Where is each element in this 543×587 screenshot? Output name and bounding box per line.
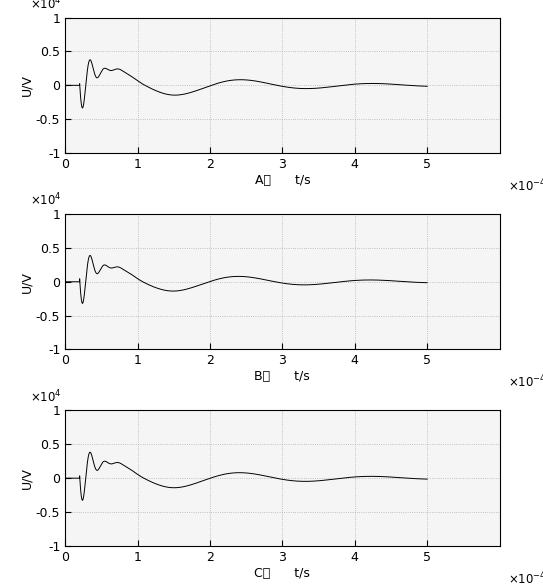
Text: $\times\mathregular{10}^{-4}$: $\times\mathregular{10}^{-4}$: [508, 177, 543, 194]
Y-axis label: U/V: U/V: [20, 467, 33, 489]
Y-axis label: U/V: U/V: [20, 75, 33, 96]
X-axis label: B相      t/s: B相 t/s: [255, 370, 310, 383]
Text: $\times\mathregular{10}^{-4}$: $\times\mathregular{10}^{-4}$: [508, 571, 543, 587]
Y-axis label: U/V: U/V: [20, 271, 33, 293]
X-axis label: C相      t/s: C相 t/s: [255, 566, 310, 579]
Text: $\times\mathregular{10}^4$: $\times\mathregular{10}^4$: [30, 389, 62, 405]
Text: $\times\mathregular{10}^4$: $\times\mathregular{10}^4$: [30, 192, 62, 208]
Text: $\times\mathregular{10}^{-4}$: $\times\mathregular{10}^{-4}$: [508, 374, 543, 390]
X-axis label: A相      t/s: A相 t/s: [255, 174, 310, 187]
Text: $\times\mathregular{10}^4$: $\times\mathregular{10}^4$: [30, 0, 62, 12]
